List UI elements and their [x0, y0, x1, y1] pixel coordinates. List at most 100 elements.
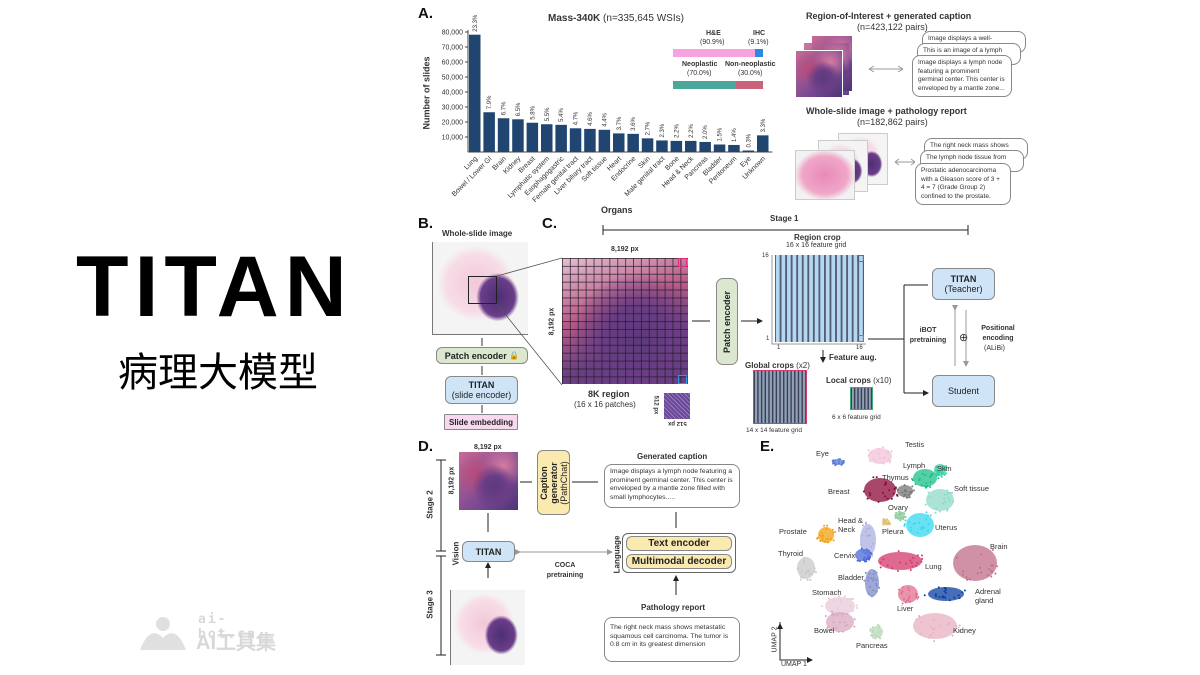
- titan-label-d: TITAN: [475, 546, 502, 557]
- bar-data-label: 0.3%: [746, 133, 752, 147]
- stage3-label: Stage 3: [425, 590, 435, 619]
- titan-box-d: TITAN: [462, 541, 515, 562]
- bar-data-label: 3.7%: [617, 116, 623, 130]
- titan-label: TITAN: [468, 380, 495, 390]
- patch-px-bottom: 512 px: [668, 420, 687, 426]
- cluster-label: Adrenal gland: [975, 587, 1001, 605]
- bar-lymphatic-system: [541, 124, 553, 152]
- panel-a-letter: A.: [418, 5, 433, 22]
- language-label: Language: [612, 535, 622, 574]
- bar-data-label: 1.4%: [732, 128, 738, 142]
- coca-label: COCA pretraining: [546, 562, 584, 579]
- px-side-label: 8,192 px: [548, 307, 556, 336]
- titan-sub-label: (slide encoder): [451, 390, 512, 400]
- zoom-lines: [481, 257, 563, 413]
- generated-caption-box: Image displays a lymph node featuring a …: [604, 464, 740, 508]
- region-crop-grid-label: 16 x 16 feature grid: [786, 242, 847, 249]
- y-tick-label: 70,000: [442, 45, 464, 52]
- cluster-label: Bowel: [814, 626, 835, 635]
- single-patch: [664, 393, 690, 419]
- bar-data-label: 2.7%: [646, 121, 652, 135]
- ibot-label: iBOT pretraining: [909, 327, 947, 344]
- panel-c-letter: C.: [542, 215, 557, 232]
- titan-teacher-box: TITAN (Teacher): [932, 268, 995, 300]
- bar-eye: [742, 150, 755, 152]
- patch-highlight-bottom: [678, 375, 687, 384]
- cluster-label: Brain: [990, 542, 1008, 551]
- cluster-pancreas: [869, 623, 883, 640]
- panel-e-letter: E.: [760, 438, 775, 455]
- cluster-pleura: [882, 518, 892, 526]
- bar-data-label: 4.7%: [574, 111, 580, 125]
- d-px-top: 8,192 px: [474, 444, 502, 451]
- roi-caption-front: Image displays a lymph node featuring a …: [912, 55, 1012, 97]
- cluster-kidney: [913, 613, 961, 643]
- chart-ylabel: Number of slides: [421, 56, 432, 130]
- bar-heart: [613, 133, 625, 152]
- cluster-ovary: [894, 510, 907, 522]
- bar-data-label: 2.2%: [674, 124, 680, 138]
- double-arrow-icon: [868, 65, 904, 73]
- umap-x-label: UMAP 1: [781, 661, 807, 668]
- bar-soft-tissue: [598, 129, 611, 152]
- stage1-bracket: [602, 225, 969, 235]
- cluster-lung: [878, 550, 924, 572]
- bar-breast: [526, 122, 539, 152]
- cluster-thymus: [895, 484, 915, 499]
- cluster-label: Thyroid: [778, 549, 804, 558]
- cluster-label: Thymus: [882, 473, 909, 482]
- cluster-testis: [867, 446, 893, 465]
- titan-slide-encoder-box: TITAN (slide encoder): [445, 376, 518, 404]
- plus-circle-icon: ⊕: [959, 332, 969, 344]
- he-proportion-bar: [673, 49, 755, 57]
- cluster-label: Cervix: [834, 551, 856, 560]
- bar-skin: [641, 138, 654, 152]
- bar-bowel-lower-gi: [483, 112, 495, 152]
- bar-data-label: 5.5%: [545, 107, 551, 121]
- he-pct: (90.9%): [700, 39, 725, 46]
- umap-plot: [777, 446, 998, 663]
- chart-title: Mass-340K (n=335,645 WSIs): [548, 13, 684, 24]
- watermark-logo-icon: [140, 617, 186, 650]
- feature-aug-label: Feature aug.: [829, 353, 877, 362]
- bar-data-label: 23.3%: [473, 14, 479, 32]
- axis-1-y: 1: [766, 336, 770, 342]
- slide-embedding-box: Slide embedding: [444, 414, 518, 430]
- vision-label: Vision: [451, 541, 461, 566]
- bar-data-label: 5.8%: [530, 105, 536, 119]
- cluster-label: Kidney: [953, 626, 976, 635]
- bar-male-genital-tract: [656, 140, 668, 152]
- axis-16-x: 16: [856, 345, 863, 351]
- slide-embedding-label: Slide embedding: [448, 417, 513, 427]
- caption-generator-box: Caption generator (PathChat): [537, 450, 570, 515]
- bar-female-genital-tract: [569, 128, 582, 152]
- cluster-adrenal-gland: [923, 586, 966, 602]
- wsi-title: Whole-slide image: [442, 229, 513, 238]
- bar-pancreas: [699, 141, 711, 152]
- cluster-label: Pancreas: [856, 641, 888, 650]
- bar-data-label: 3.3%: [761, 118, 767, 132]
- chart-subtitle: (n=335,645 WSIs): [603, 13, 684, 24]
- cluster-cervix: [855, 547, 873, 563]
- bar-endocrine: [627, 133, 639, 152]
- global-crops-label: Global crops: [745, 361, 794, 370]
- cluster-label: Uterus: [935, 523, 958, 532]
- bar-data-label: 4.4%: [602, 112, 608, 126]
- report-caption-front: Prostatic adenocarcinoma with a Gleason …: [915, 163, 1011, 205]
- pathology-report-title: Pathology report: [641, 603, 706, 612]
- feature-highlight-bottom: [857, 335, 864, 342]
- bar-data-label: 6.7%: [502, 101, 508, 115]
- bar-unknown: [757, 135, 769, 152]
- bar-liver-biliary-tract: [584, 128, 596, 152]
- neoplastic-proportion-bar: [673, 81, 736, 89]
- cluster-prostate: [816, 524, 837, 544]
- subtitle: 病理大模型: [118, 351, 318, 395]
- cluster-brain: [953, 545, 998, 581]
- text-encoder-label: Text encoder: [648, 538, 710, 549]
- pathology-report-box: The right neck mass shows metastatic squ…: [604, 617, 740, 662]
- lock-icon: 🔒: [509, 351, 520, 360]
- y-tick-label: 80,000: [442, 30, 464, 37]
- y-tick-label: 60,000: [442, 60, 464, 67]
- cluster-soft-tissue: [924, 489, 954, 514]
- non-neoplastic-proportion-bar: [736, 81, 763, 89]
